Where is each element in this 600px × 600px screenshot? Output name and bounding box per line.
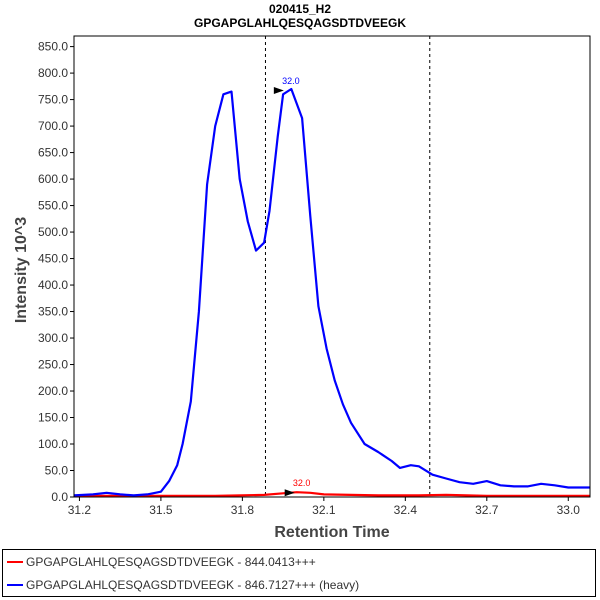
y-tick-label: 300.0 [38, 331, 68, 345]
y-tick-label: 400.0 [38, 278, 68, 292]
y-tick-label: 0.0 [51, 490, 68, 504]
x-tick-label: 32.7 [475, 503, 499, 517]
y-tick-label: 550.0 [38, 199, 68, 213]
x-axis-ticks: 31.2 31.5 31.8 32.1 32.4 32.7 33.0 [68, 497, 581, 517]
x-axis-label: Retention Time [274, 524, 389, 541]
y-tick-label: 200.0 [38, 384, 68, 398]
y-tick-label: 250.0 [38, 358, 68, 372]
x-tick-label: 32.1 [312, 503, 336, 517]
legend-swatch-blue [7, 584, 23, 586]
chart-subtitle: GPGAPGLAHLQESQAGSDTDVEEGK [194, 16, 406, 30]
legend-label-light: GPGAPGLAHLQESQAGSDTDVEEGK - 844.0413+++ [26, 555, 316, 569]
y-tick-label: 850.0 [38, 40, 68, 54]
x-tick-label: 31.8 [231, 503, 255, 517]
y-axis-ticks: 0.0 50.0 100.0 150.0 200.0 250.0 300.0 350.0 400… [38, 40, 74, 504]
y-tick-label: 500.0 [38, 225, 68, 239]
y-tick-label: 150.0 [38, 411, 68, 425]
y-tick-label: 50.0 [45, 464, 69, 478]
x-tick-label: 32.4 [394, 503, 418, 517]
y-tick-label: 450.0 [38, 252, 68, 266]
x-tick-label: 31.2 [68, 503, 92, 517]
y-tick-label: 100.0 [38, 437, 68, 451]
y-tick-label: 800.0 [38, 66, 68, 80]
y-tick-label: 350.0 [38, 305, 68, 319]
legend-item-heavy: GPGAPGLAHLQESQAGSDTDVEEGK - 846.7127+++ … [7, 576, 359, 594]
y-axis-label: Intensity 10^3 [13, 217, 30, 323]
peak-label-1: 32.0 [282, 76, 300, 86]
y-tick-label: 750.0 [38, 93, 68, 107]
legend-label-heavy: GPGAPGLAHLQESQAGSDTDVEEGK - 846.7127+++ … [26, 578, 360, 592]
y-tick-label: 700.0 [38, 119, 68, 133]
x-tick-label: 33.0 [557, 503, 581, 517]
y-tick-label: 600.0 [38, 172, 68, 186]
peak-label-0: 32.0 [293, 478, 311, 488]
plot-frame [73, 35, 591, 498]
peak-marker-0 [284, 489, 295, 497]
legend-item-light: GPGAPGLAHLQESQAGSDTDVEEGK - 844.0413+++ [7, 553, 316, 571]
legend-swatch-red [7, 561, 23, 563]
series-layer: 32.0 32.0 [73, 76, 590, 497]
series-line-0 [74, 491, 590, 497]
series-line-1 [73, 87, 590, 497]
chart-title: 020415_H2 [269, 2, 331, 16]
peak-marker-1 [273, 87, 284, 95]
chart-canvas: 020415_H2 GPGAPGLAHLQESQAGSDTDVEEGK 0.0 5… [13, 2, 591, 541]
legend: GPGAPGLAHLQESQAGSDTDVEEGK - 844.0413+++ … [2, 549, 596, 597]
x-tick-label: 31.5 [149, 503, 173, 517]
y-tick-label: 650.0 [38, 146, 68, 160]
peak-boundary-lines [264, 36, 431, 497]
